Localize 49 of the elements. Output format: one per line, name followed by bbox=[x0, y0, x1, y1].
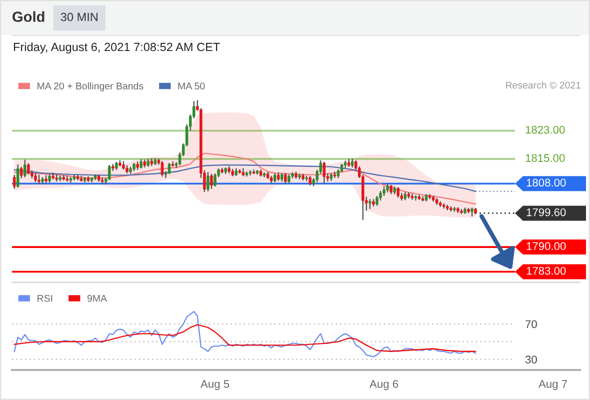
candlestick bbox=[376, 195, 378, 206]
candlestick bbox=[168, 162, 171, 175]
annotation: Research © 2021 bbox=[506, 81, 581, 89]
candlestick bbox=[20, 166, 23, 179]
x-tick-label: Aug 6 bbox=[370, 380, 398, 390]
y-tick-label: 30 bbox=[525, 356, 537, 364]
candlestick bbox=[248, 170, 252, 176]
candlestick bbox=[414, 194, 418, 202]
ref-line-label: 1799.60 bbox=[526, 208, 566, 216]
candlestick bbox=[284, 172, 287, 184]
candlestick bbox=[206, 171, 210, 192]
candlestick bbox=[108, 164, 111, 181]
ref-line-label: 1790.00 bbox=[526, 242, 566, 250]
ref-line-label: 1815.00 bbox=[526, 154, 565, 162]
candlestick bbox=[368, 198, 372, 210]
candlestick bbox=[27, 162, 30, 176]
text: 30 MIN bbox=[60, 12, 98, 22]
x-tick-label: Aug 5 bbox=[200, 380, 230, 390]
legend-label: 9MA bbox=[87, 294, 107, 302]
candlestick bbox=[160, 160, 164, 178]
text: Friday, August 6, 2021 7:08:52 AM CET bbox=[14, 42, 220, 54]
candlestick bbox=[322, 161, 326, 184]
candlestick bbox=[386, 182, 389, 193]
candlestick bbox=[34, 172, 37, 183]
line-series bbox=[14, 310, 476, 358]
candlestick bbox=[390, 184, 392, 195]
candlestick bbox=[214, 172, 216, 187]
candlestick bbox=[396, 186, 400, 198]
candlestick bbox=[16, 164, 20, 188]
candlestick bbox=[171, 160, 174, 168]
candlestick bbox=[210, 173, 213, 190]
x-tick-label: Aug 7 bbox=[538, 380, 567, 390]
candlestick bbox=[274, 172, 276, 183]
candlestick bbox=[24, 159, 26, 178]
line-series bbox=[14, 324, 476, 352]
candlestick bbox=[12, 174, 16, 190]
legend-label: MA 20 + Bollinger Bands bbox=[38, 82, 144, 92]
candlestick bbox=[382, 186, 386, 197]
candlestick bbox=[308, 175, 312, 186]
candlestick bbox=[140, 158, 142, 170]
y-tick-label: 70 bbox=[526, 320, 537, 328]
legend-label: RSI bbox=[38, 294, 52, 302]
candlestick bbox=[333, 171, 336, 179]
candlestick bbox=[38, 174, 40, 185]
ref-line-label: 1808.00 bbox=[526, 178, 566, 187]
legend-label: MA 50 bbox=[178, 82, 205, 90]
ref-line-label: 1783.00 bbox=[526, 266, 566, 275]
chart-title: Gold bbox=[12, 11, 44, 22]
ref-line-label: 1823.00 bbox=[526, 126, 565, 134]
